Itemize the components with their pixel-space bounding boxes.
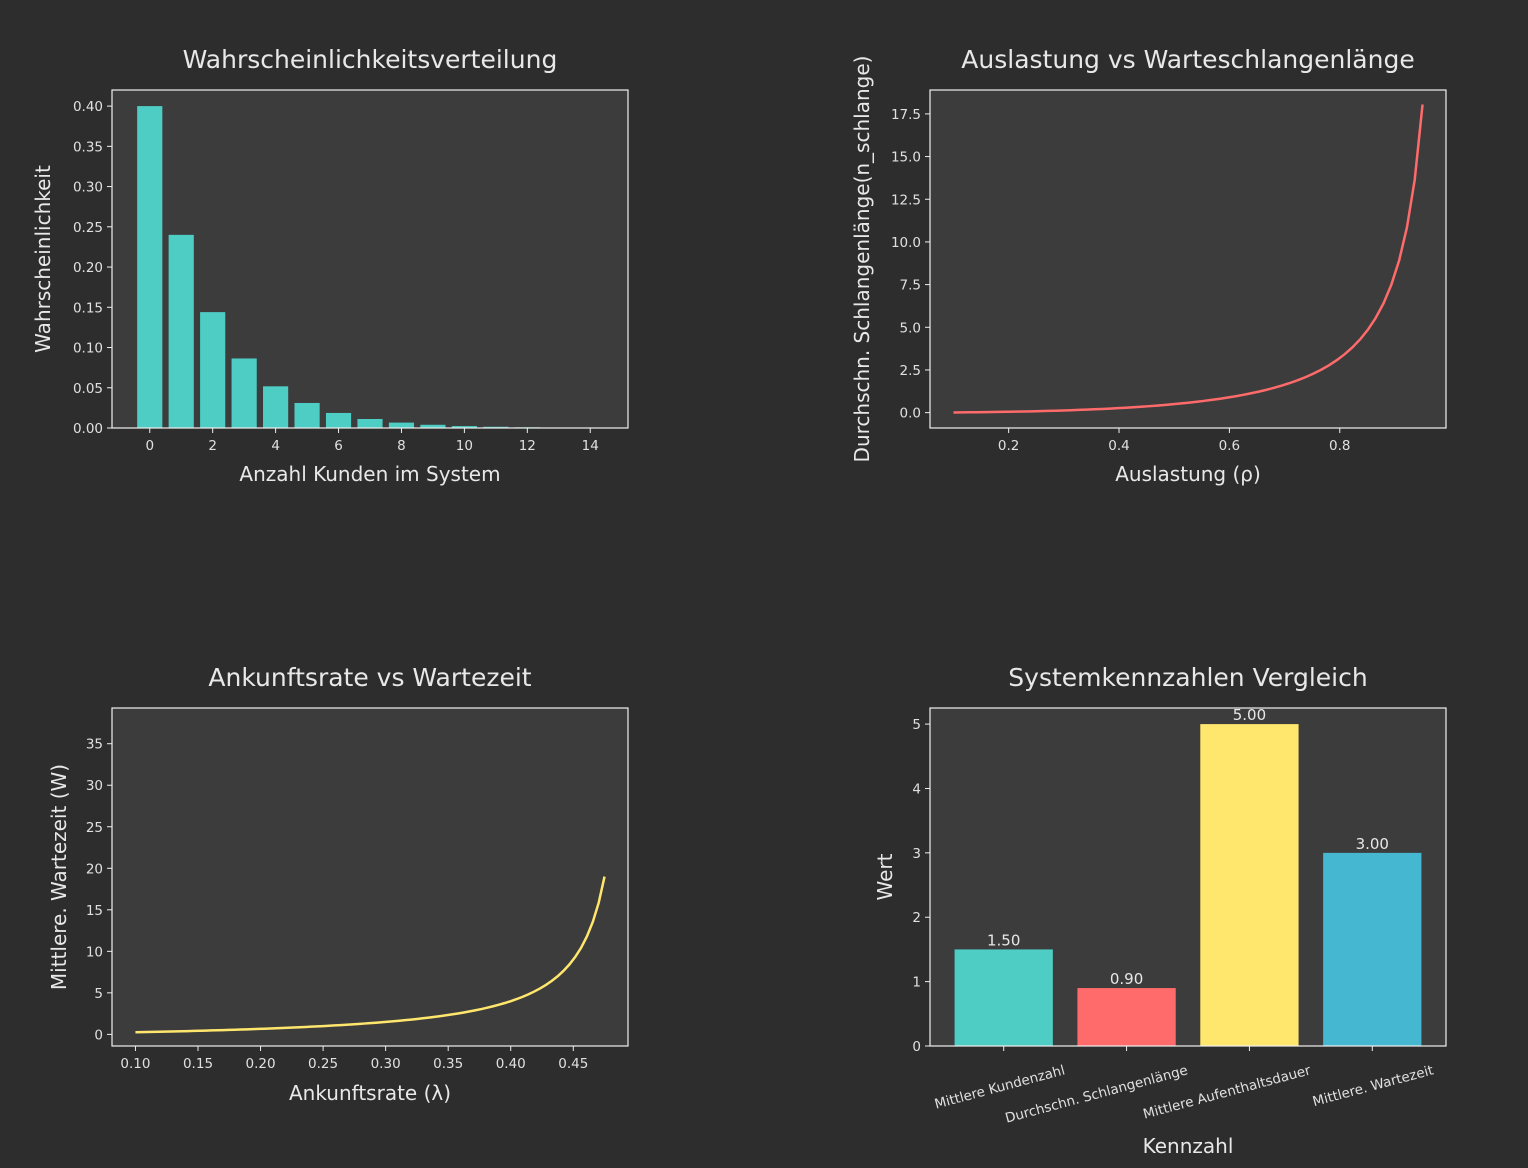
y-tick-label: 0.10 (73, 341, 103, 357)
bar (420, 424, 446, 428)
y-tick-label: 7.5 (900, 278, 921, 294)
y-tick-label: 0.15 (73, 300, 103, 316)
chart-probability-distribution: Wahrscheinlichkeitsverteilung 0.00 0.05 0.1… (31, 45, 629, 486)
y-axis-label: Wert (873, 853, 897, 900)
x-tick-label: 0.25 (308, 1056, 338, 1072)
x-tick-label: 0.20 (246, 1056, 276, 1072)
y-tick-label: 35 (86, 737, 103, 753)
bar (357, 418, 383, 428)
bar (483, 426, 509, 428)
x-tick-label: 0.10 (120, 1056, 150, 1072)
chart-title: Ankunftsrate vs Wartezeit (208, 663, 531, 692)
bar (388, 422, 415, 428)
y-tick-label: 1 (912, 975, 921, 991)
y-tick-label: 30 (86, 778, 103, 794)
x-tick-label: 6 (334, 438, 343, 454)
y-tick-label: 10 (86, 944, 103, 960)
axes-background (930, 90, 1446, 428)
bar (200, 312, 226, 428)
x-tick-label: 0.30 (371, 1056, 401, 1072)
axes-frame (929, 89, 1447, 429)
x-tick-label: 0.15 (183, 1056, 213, 1072)
chart-utilization-vs-queue-length: Auslastung vs Warteschlangenlänge 0.0 2.5 5… (850, 45, 1447, 486)
series-line (135, 876, 606, 1034)
y-tick-label: 4 (912, 781, 921, 797)
y-tick-label: 2.5 (900, 363, 921, 379)
bar (1077, 988, 1176, 1046)
y-tick-label: 0.40 (73, 99, 103, 115)
y-tick-label: 0.00 (73, 421, 103, 437)
x-tick-label: 0.4 (1108, 438, 1129, 454)
y-tick-label: 5 (94, 986, 103, 1002)
x-tick-label: 0.40 (496, 1056, 526, 1072)
chart-title: Auslastung vs Warteschlangenlänge (961, 45, 1414, 74)
chart-system-metrics-comparison: Systemkennzahlen Vergleich 1.50 0.90 5.00 3.… (873, 663, 1447, 1158)
x-tick-label: 0.35 (433, 1056, 463, 1072)
chart-title: Wahrscheinlichkeitsverteilung (183, 45, 558, 74)
x-tick-label: 4 (271, 438, 280, 454)
y-tick-label: 5 (912, 717, 921, 733)
x-tick-label: 0 (145, 438, 154, 454)
y-tick-label: 0.30 (73, 180, 103, 196)
y-tick-label: 25 (86, 820, 103, 836)
x-tick-label: 12 (519, 438, 536, 454)
axes-background (112, 90, 628, 428)
chart-title: Systemkennzahlen Vergleich (1008, 663, 1367, 692)
y-tick-label: 0.35 (73, 139, 103, 155)
bar (1323, 852, 1422, 1046)
x-axis-label: Auslastung (ρ) (1115, 462, 1261, 486)
y-tick-label: 12.5 (891, 192, 921, 208)
y-tick-label: 5.0 (900, 320, 921, 336)
y-tick-label: 0 (912, 1039, 921, 1055)
y-axis-label: Mittlere. Wartezeit (W) (47, 764, 71, 990)
x-tick-label: 0.2 (998, 438, 1019, 454)
bar (451, 426, 477, 428)
bar-value-label: 3.00 (1356, 835, 1389, 853)
x-tick-label: 10 (456, 438, 473, 454)
bar-value-label: 5.00 (1233, 706, 1266, 724)
x-tick-label: 0.45 (558, 1056, 588, 1072)
x-tick-label: 0.8 (1329, 438, 1350, 454)
y-axis-label: Wahrscheinlichkeit (31, 165, 55, 353)
x-tick-label: 2 (208, 438, 217, 454)
y-tick-label: 15.0 (891, 150, 921, 166)
y-tick-label: 0.0 (900, 406, 921, 422)
y-axis-label: Durchschn. Schlangenlänge(n_schlange) (850, 56, 874, 463)
x-axis-label: Anzahl Kunden im System (239, 462, 500, 486)
x-tick-label: 0.6 (1219, 438, 1240, 454)
axes-frame (929, 707, 1447, 1047)
y-tick-label: 15 (86, 903, 103, 919)
y-tick-label: 2 (912, 910, 921, 926)
y-tick-label: 3 (912, 846, 921, 862)
x-tick-label: Mittlere. Wartezeit (1311, 1062, 1435, 1110)
x-tick-label: 14 (582, 438, 599, 454)
bar-value-label: 1.50 (987, 931, 1020, 949)
y-tick-label: 0.05 (73, 381, 103, 397)
y-tick-label: 0.25 (73, 220, 103, 236)
series-line (953, 104, 1424, 414)
bar (954, 949, 1053, 1046)
y-tick-label: 20 (86, 861, 103, 877)
bar-value-label: 0.90 (1110, 970, 1143, 988)
x-axis-label: Ankunftsrate (λ) (289, 1081, 451, 1105)
bar (231, 358, 257, 428)
axes-background (112, 708, 628, 1046)
bar (294, 402, 320, 428)
bar (325, 412, 352, 428)
y-tick-label: 10.0 (891, 235, 921, 251)
chart-arrival-rate-vs-waiting-time: Ankunftsrate vs Wartezeit 0 5 10 15 20 25 30 35 0… (47, 663, 629, 1105)
axes-frame (111, 89, 629, 429)
bar (1200, 724, 1299, 1046)
y-tick-label: 17.5 (891, 107, 921, 123)
x-axis-label: Kennzahl (1143, 1134, 1234, 1158)
bar (168, 234, 194, 428)
x-tick-label: 8 (397, 438, 406, 454)
y-tick-label: 0.20 (73, 260, 103, 276)
y-tick-label: 0 (94, 1027, 103, 1043)
bar (263, 386, 289, 428)
bar (137, 106, 163, 428)
axes-frame (111, 707, 629, 1047)
